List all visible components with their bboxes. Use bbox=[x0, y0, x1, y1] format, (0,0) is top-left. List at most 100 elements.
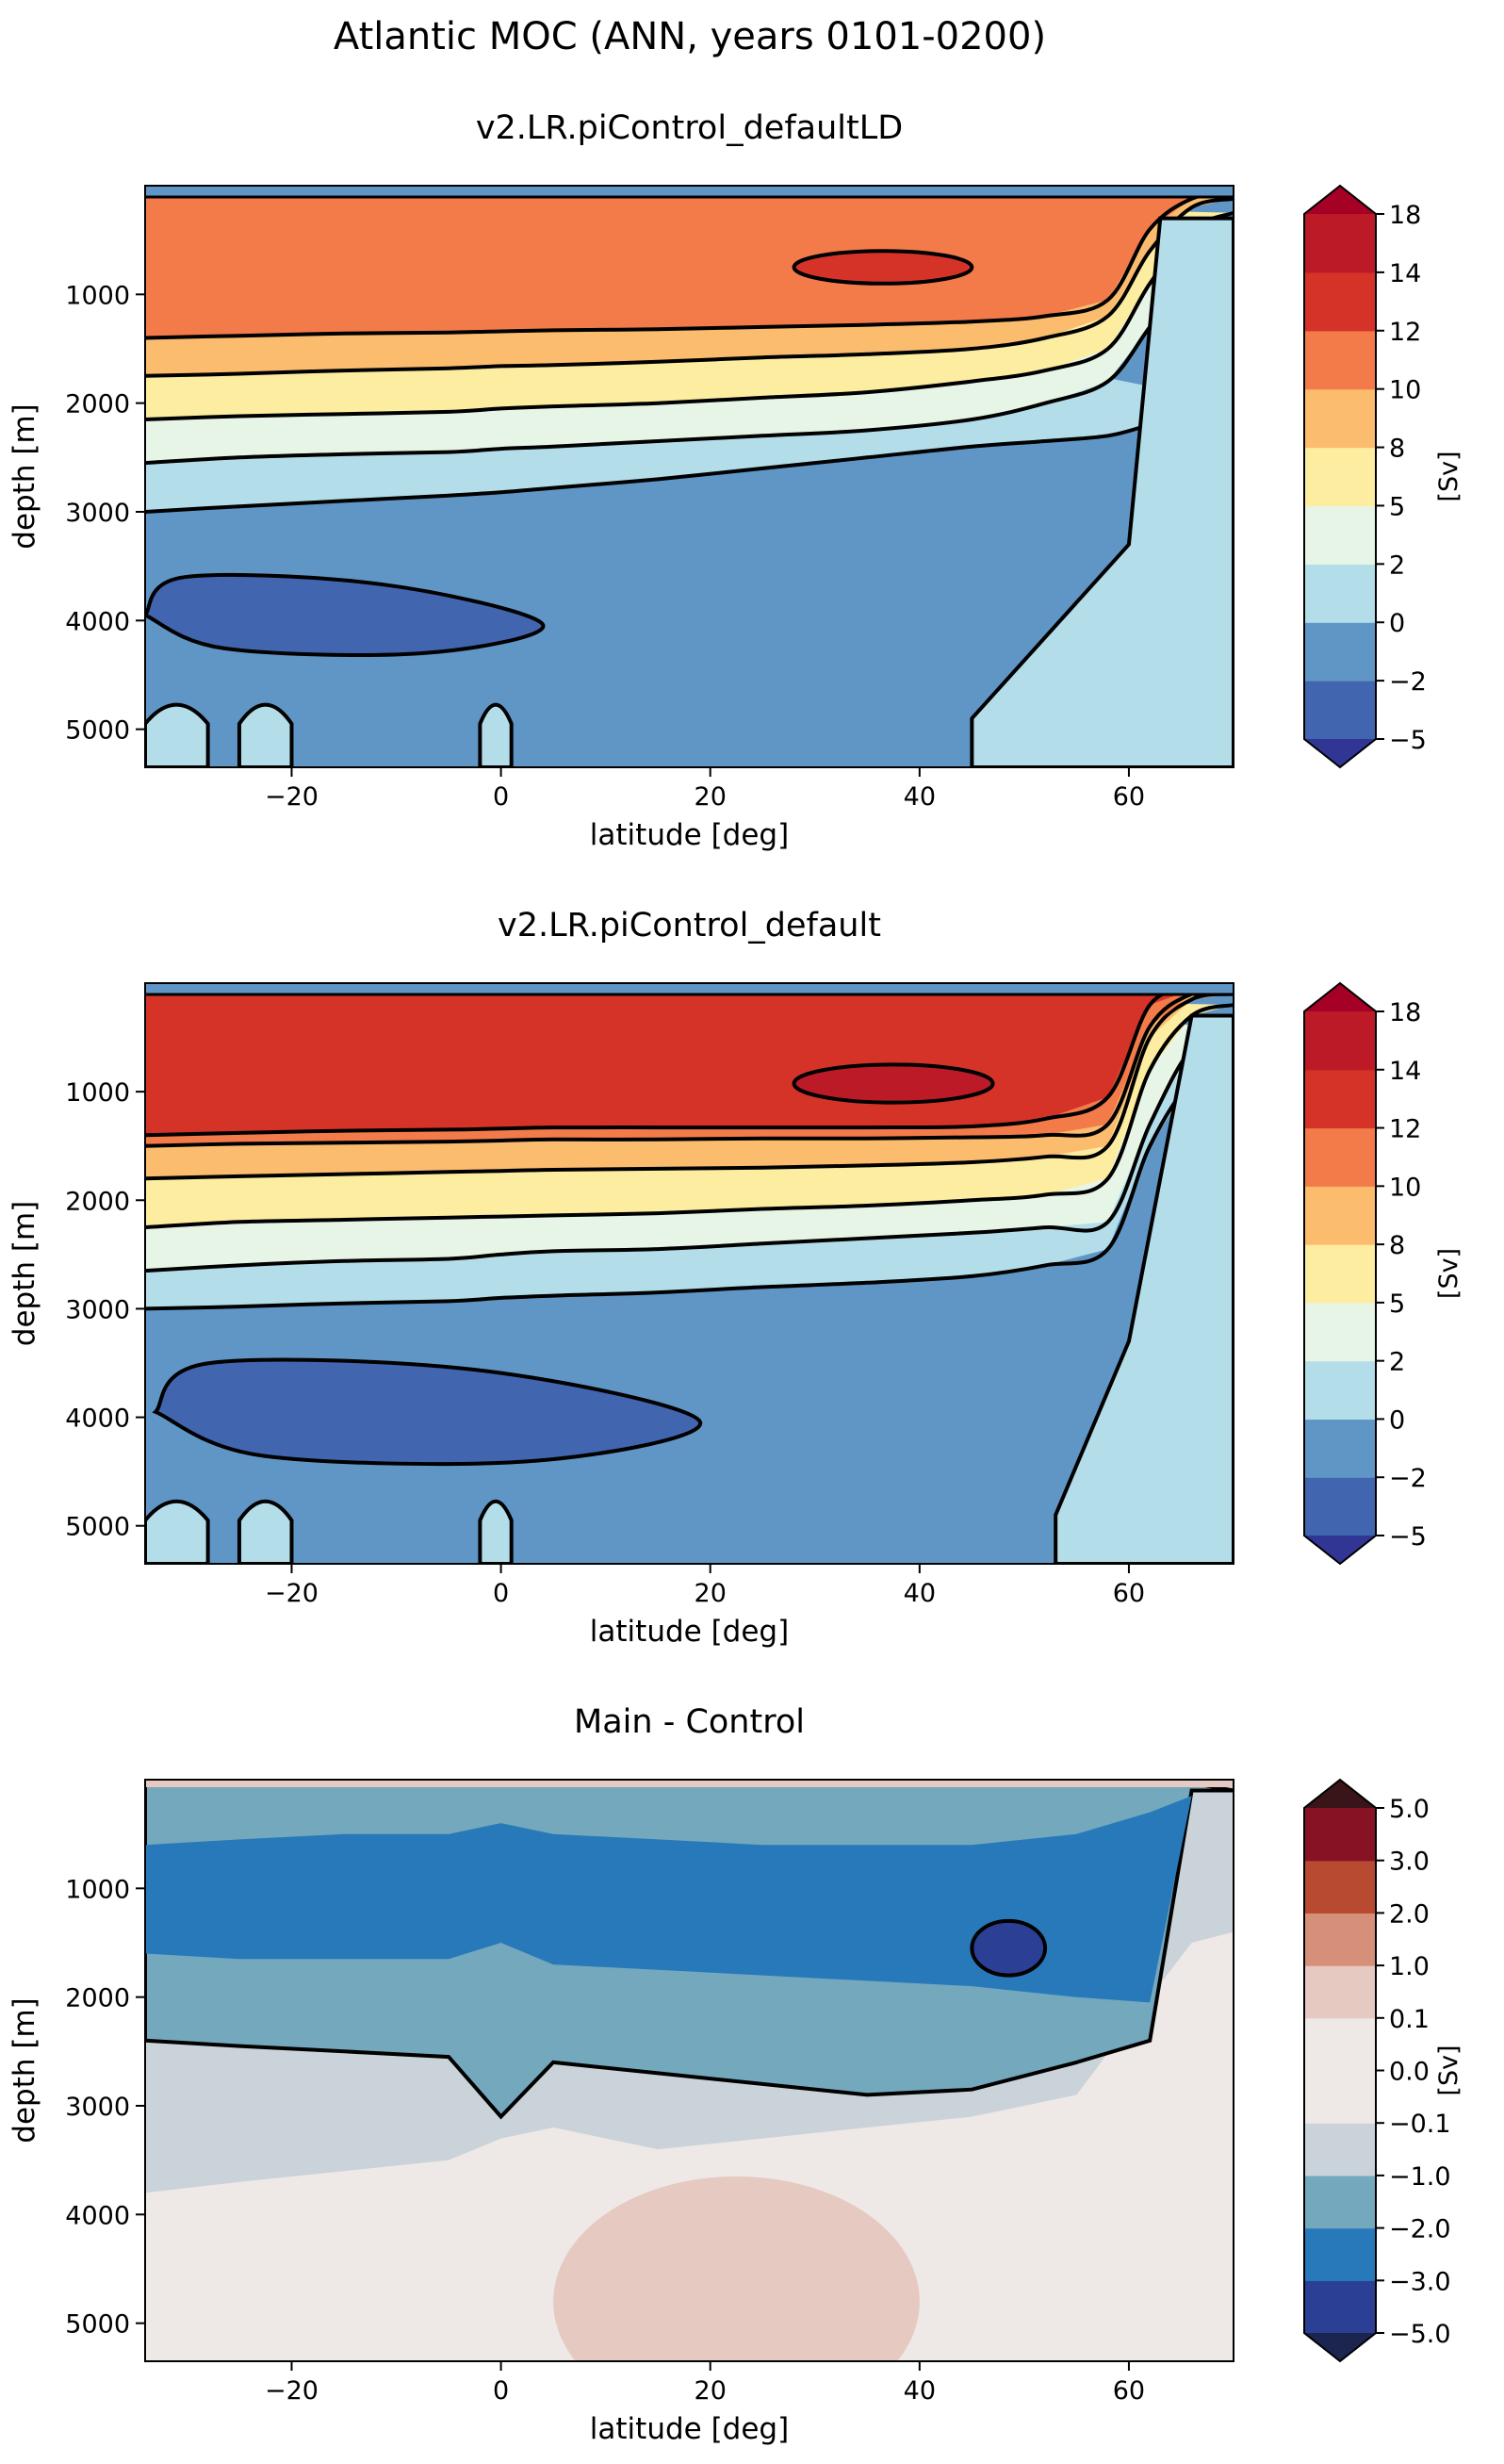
colorbar: −5 −2 0 2 5 8 10 12 14 18 [Sv] bbox=[1303, 981, 1463, 1566]
x-axis-label: latitude [deg] bbox=[590, 2412, 789, 2446]
colorbar-segment bbox=[1304, 388, 1376, 449]
contour-line bbox=[145, 1025, 1234, 1273]
colorbar-segment bbox=[1304, 1069, 1376, 1129]
contour-line bbox=[145, 210, 1234, 421]
colorbar-tick-label: 0.0 bbox=[1389, 2058, 1430, 2087]
colorbar-segment bbox=[1304, 2017, 1376, 2072]
x-tick-label: 0 bbox=[493, 2376, 509, 2406]
colorbar-segment bbox=[1304, 1302, 1376, 1362]
contour-line bbox=[145, 992, 1234, 1181]
colorbar-tick-label: 18 bbox=[1389, 998, 1421, 1027]
colorbar-tick-label: 14 bbox=[1389, 1057, 1421, 1086]
colorbar-tick-label: −0.1 bbox=[1389, 2110, 1451, 2139]
colorbar-tick-label: 12 bbox=[1389, 318, 1421, 347]
colorbar-segment bbox=[1304, 2175, 1376, 2229]
colorbar-tick-label: 10 bbox=[1389, 376, 1421, 405]
panel-title: v2.LR.piControl_defaultLD bbox=[476, 109, 903, 147]
surface-layer bbox=[145, 1780, 1234, 1787]
colorbar-segment bbox=[1304, 330, 1376, 390]
colorbar-extend-min bbox=[1304, 739, 1376, 767]
y-tick-label: 4000 bbox=[65, 607, 130, 636]
colorbar-tick-label: 2 bbox=[1389, 550, 1405, 580]
x-tick-label: 40 bbox=[904, 2376, 936, 2406]
high-latitude-region bbox=[970, 216, 1234, 767]
x-tick-label: −20 bbox=[265, 782, 319, 812]
colorbar-tick-label: 5 bbox=[1389, 492, 1405, 521]
difference-positive-patch bbox=[553, 2176, 920, 2361]
colorbar-segment bbox=[1304, 2227, 1376, 2281]
contour-field bbox=[145, 1780, 1234, 2361]
x-tick-label: 60 bbox=[1113, 782, 1145, 812]
bottom-cell bbox=[145, 572, 546, 657]
abyssal-bump bbox=[145, 702, 210, 767]
y-tick-label: 3000 bbox=[65, 499, 130, 528]
colorbar-segment bbox=[1304, 1244, 1376, 1304]
surface-layer bbox=[145, 983, 1234, 994]
contour-line bbox=[145, 196, 1234, 378]
abyssal-bump bbox=[145, 1499, 210, 1564]
colorbar-segment bbox=[1304, 2070, 1376, 2124]
colorbar-tick-label: 8 bbox=[1389, 435, 1405, 464]
axes-frame bbox=[144, 1779, 1234, 2362]
x-tick-label: 0 bbox=[493, 1579, 509, 1608]
colorbar-extend-min bbox=[1304, 2333, 1376, 2361]
colorbar-segment bbox=[1304, 1127, 1376, 1187]
x-tick-label: 60 bbox=[1113, 1579, 1145, 1608]
colorbar-tick-label: 8 bbox=[1389, 1231, 1405, 1260]
panel-title: Main - Control bbox=[574, 1703, 805, 1741]
colorbar-segment bbox=[1304, 1913, 1376, 1966]
colorbar-tick-label: 0 bbox=[1389, 1405, 1405, 1435]
x-axis-label: latitude [deg] bbox=[590, 818, 789, 852]
x-tick-label: 60 bbox=[1113, 2376, 1145, 2406]
colorbar-tick-label: 10 bbox=[1389, 1173, 1421, 1202]
colorbar-segment bbox=[1304, 1860, 1376, 1914]
high-latitude-region bbox=[1054, 1013, 1234, 1564]
panel-1: v2.LR.piControl_defaultLD−20 0 20 40 6010002… bbox=[8, 109, 1463, 852]
colorbar-segment bbox=[1304, 1477, 1376, 1536]
y-axis-label: depth [m] bbox=[8, 1997, 41, 2143]
colorbar-segment bbox=[1304, 505, 1376, 565]
y-tick-label: 1000 bbox=[65, 1875, 130, 1904]
colorbar-label: [Sv] bbox=[1434, 1248, 1463, 1299]
colorbar-tick-label: 18 bbox=[1389, 201, 1421, 230]
panel-title: v2.LR.piControl_default bbox=[498, 907, 881, 945]
colorbar-extend-max bbox=[1304, 186, 1376, 214]
colorbar-segment bbox=[1304, 1419, 1376, 1478]
y-axis-label: depth [m] bbox=[8, 1201, 41, 1346]
contour-field bbox=[145, 983, 1234, 1564]
colorbar: −5.0 −3.0 −2.0 −1.0 −0.1 0.0 0.1 1.0 2.0 3.0 5.0 [S… bbox=[1303, 1778, 1463, 2363]
colorbar-tick-label: 1.0 bbox=[1389, 1952, 1430, 1981]
bottom-cell bbox=[152, 1357, 703, 1467]
contour-line bbox=[145, 1003, 1234, 1230]
x-tick-label: 40 bbox=[904, 782, 936, 812]
contour-line bbox=[145, 1057, 1234, 1311]
y-tick-label: 2000 bbox=[65, 1984, 130, 2013]
axes-frame bbox=[144, 185, 1234, 768]
colorbar-tick-label: 3.0 bbox=[1389, 1848, 1430, 1877]
colorbar-tick-label: −3.0 bbox=[1389, 2267, 1451, 2296]
y-tick-label: 3000 bbox=[65, 1295, 130, 1324]
y-tick-label: 4000 bbox=[65, 1404, 130, 1434]
y-tick-label: 2000 bbox=[65, 390, 130, 419]
y-tick-label: 1000 bbox=[65, 281, 130, 310]
difference-min-core bbox=[970, 1918, 1048, 1978]
colorbar-tick-label: −1.0 bbox=[1389, 2162, 1451, 2192]
colorbar: −5 −2 0 2 5 8 10 12 14 18 [Sv] bbox=[1303, 184, 1463, 769]
colorbar-tick-label: −2 bbox=[1389, 667, 1427, 697]
colorbar-segment bbox=[1304, 447, 1376, 507]
colorbar-segment bbox=[1304, 1011, 1376, 1071]
colorbar-segment bbox=[1304, 1186, 1376, 1245]
colorbar-tick-label: 5 bbox=[1389, 1289, 1405, 1319]
colorbar-tick-label: −5.0 bbox=[1389, 2320, 1451, 2349]
y-tick-label: 3000 bbox=[65, 2093, 130, 2122]
x-tick-label: −20 bbox=[265, 2376, 319, 2406]
y-axis-label: depth [m] bbox=[8, 403, 41, 549]
colorbar-segment bbox=[1304, 214, 1376, 273]
axes-frame bbox=[144, 982, 1234, 1565]
colorbar-segment bbox=[1304, 1808, 1376, 1862]
colorbar-extend-max bbox=[1304, 1780, 1376, 1808]
y-tick-label: 5000 bbox=[65, 1513, 130, 1542]
x-tick-label: 40 bbox=[904, 1579, 936, 1608]
contour-band bbox=[145, 1796, 1234, 2003]
